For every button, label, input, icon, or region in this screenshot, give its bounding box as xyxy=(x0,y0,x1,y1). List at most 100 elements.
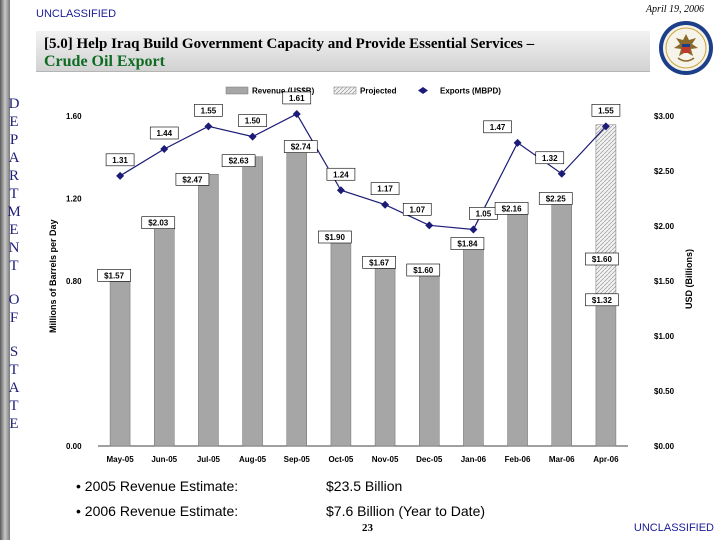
revenue-label: $2.16 xyxy=(502,204,523,213)
exports-polyline xyxy=(119,113,607,231)
export-label-box xyxy=(370,182,400,195)
summary-2005-value: $23.5 Billion xyxy=(326,478,403,494)
revenue-label-box xyxy=(585,293,619,307)
export-label: 1.55 xyxy=(598,106,614,115)
x-tick-label: Feb-06 xyxy=(505,455,531,464)
revenue-label-box xyxy=(538,192,573,205)
revenue-label: $2.25 xyxy=(546,195,567,204)
right-axis-title: USD (Billions) xyxy=(684,249,694,309)
summary-2006-value: $7.6 Billion (Year to Date) xyxy=(326,503,486,519)
export-label-box xyxy=(535,151,565,165)
exports-point xyxy=(160,145,169,153)
revenue-bar xyxy=(507,208,528,447)
x-tick-label: Mar-06 xyxy=(549,455,575,464)
export-label-box xyxy=(149,126,179,140)
export-label: 1.44 xyxy=(156,129,172,138)
revenue-bar xyxy=(330,236,352,447)
revenue-label: $2.74 xyxy=(291,143,312,152)
export-label: 1.61 xyxy=(289,94,305,103)
legend-label-projected: Projected xyxy=(360,87,397,96)
slide-subtitle: Crude Oil Export xyxy=(44,53,165,70)
right-tick-label: $1.50 xyxy=(654,277,675,286)
exports-point xyxy=(513,138,522,147)
revenue-bar xyxy=(551,198,572,447)
exports-point xyxy=(557,169,566,178)
classification-top: UNCLASSIFIED xyxy=(36,8,117,20)
revenue-label: $1.57 xyxy=(104,271,125,280)
export-label-box xyxy=(483,120,512,134)
revenue-label: $1.32 xyxy=(592,296,613,305)
revenue-bar xyxy=(419,269,440,447)
projected-label: $1.60 xyxy=(592,255,613,264)
revenue-label: $1.84 xyxy=(457,240,478,249)
x-tick-label: Jan-06 xyxy=(461,455,487,464)
exports-point xyxy=(601,122,610,131)
export-label: 1.50 xyxy=(245,117,261,126)
export-label-box xyxy=(105,153,135,167)
summary-row-2006: • 2006 Revenue Estimate: $7.6 Billion (Y… xyxy=(76,503,486,519)
summary-2005-label: 2005 Revenue Estimate: xyxy=(84,478,239,494)
export-label-box xyxy=(194,104,223,117)
export-label: 1.55 xyxy=(201,106,217,115)
right-tick-label: $2.50 xyxy=(654,167,675,176)
revenue-bar xyxy=(286,144,307,447)
revenue-bar xyxy=(109,273,131,447)
legend-swatch-projected xyxy=(333,86,357,95)
x-tick-label: May-05 xyxy=(107,455,135,464)
left-tick-label: 1.60 xyxy=(66,112,82,121)
slide-title: [5.0] Help Iraq Build Government Capacit… xyxy=(44,36,535,52)
right-tick-label: $0.00 xyxy=(654,442,675,451)
revenue-bar xyxy=(198,174,219,447)
revenue-label: $1.60 xyxy=(413,266,434,275)
x-tick-label: Jul-05 xyxy=(197,455,221,464)
exports-point xyxy=(336,186,345,195)
revenue-bar xyxy=(154,222,175,447)
projected-label-box xyxy=(585,252,619,266)
summary-row-2005: • 2005 Revenue Estimate: $23.5 Billion xyxy=(76,478,403,494)
left-tick-label: 0.80 xyxy=(66,277,82,286)
x-tick-label: Nov-05 xyxy=(372,455,399,464)
legend-marker-exports xyxy=(418,87,428,94)
export-label-box xyxy=(326,167,356,181)
crude-oil-export-chart: Revenue (US$B) Projected Exports (MBPD) 0.… xyxy=(48,86,694,465)
summary-2006-label: 2006 Revenue Estimate: xyxy=(84,503,239,519)
revenue-label-box xyxy=(450,237,485,250)
right-tick-label: $3.00 xyxy=(654,112,675,121)
revenue-label-box xyxy=(318,230,352,244)
export-label: 1.47 xyxy=(490,123,506,132)
revenue-bar xyxy=(374,262,396,447)
revenue-bars xyxy=(109,124,617,447)
exports-point xyxy=(381,200,390,209)
legend-label-revenue: Revenue (US$B) xyxy=(252,87,315,96)
revenue-label-box xyxy=(175,173,210,186)
right-tick-label: $0.50 xyxy=(654,387,675,396)
export-label: 1.17 xyxy=(377,185,393,194)
export-label-box xyxy=(402,203,432,216)
left-axis-title: Millions of Barrels per Day xyxy=(48,219,58,333)
x-tick-label: Dec-05 xyxy=(416,455,443,464)
left-tick-label: 0.00 xyxy=(66,442,82,451)
exports-point xyxy=(292,109,301,118)
exports-point xyxy=(204,122,213,131)
revenue-summary: • 2005 Revenue Estimate: $23.5 Billion •… xyxy=(76,478,596,528)
exports-line xyxy=(116,109,610,234)
exports-point xyxy=(469,225,478,234)
export-label: 1.31 xyxy=(112,156,128,165)
revenue-label-box xyxy=(97,269,131,282)
revenue-label-box xyxy=(221,154,256,167)
revenue-label: $2.63 xyxy=(229,157,250,166)
revenue-label: $2.47 xyxy=(182,175,203,184)
export-label: 1.24 xyxy=(333,170,349,179)
slide-date: April 19, 2006 xyxy=(645,4,704,15)
export-label-box xyxy=(591,104,621,117)
projected-bar xyxy=(595,124,617,302)
revenue-bar xyxy=(463,243,484,447)
x-tick-label: Oct-05 xyxy=(328,455,353,464)
state-department-seal-icon xyxy=(659,21,713,75)
title-bar: [5.0] Help Iraq Build Government Capacit… xyxy=(36,31,650,72)
classification-bottom: UNCLASSIFIED xyxy=(633,522,714,534)
x-tick-label: Apr-06 xyxy=(593,455,619,464)
page-number: 23 xyxy=(362,522,373,534)
x-tick-label: Aug-05 xyxy=(239,455,267,464)
